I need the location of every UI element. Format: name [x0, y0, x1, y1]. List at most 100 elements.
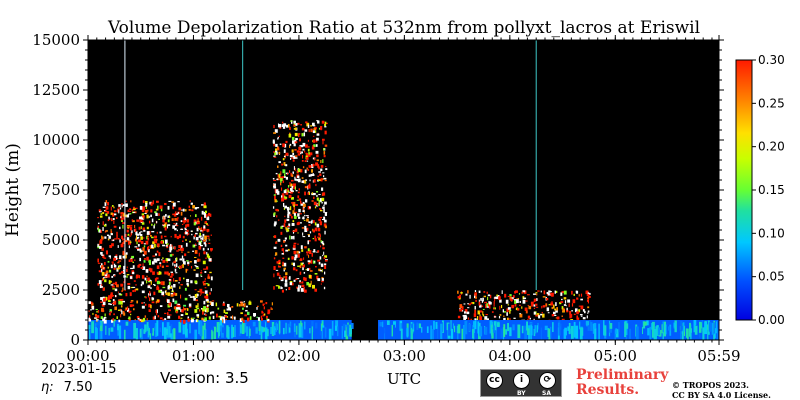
x-tick-label: 00:00: [66, 347, 109, 365]
depol-speck: [289, 235, 291, 240]
depol-speck: [143, 229, 146, 232]
depol-speck: [117, 238, 120, 240]
depol-speck: [208, 316, 211, 320]
depol-speck: [292, 171, 295, 174]
depol-speck: [141, 241, 143, 244]
depol-speck: [661, 324, 663, 334]
depol-speck: [275, 242, 278, 244]
depol-speck: [311, 326, 313, 340]
depol-speck: [281, 225, 284, 227]
depol-speck: [308, 224, 311, 226]
depol-speck: [122, 224, 124, 229]
depol-speck: [276, 146, 279, 150]
depol-speck: [137, 243, 140, 247]
depol-speck: [533, 311, 536, 315]
depol-speck: [131, 304, 135, 307]
depol-speck: [287, 190, 290, 193]
depol-speck: [318, 171, 321, 173]
depol-speck: [285, 249, 289, 252]
depol-speck: [448, 323, 451, 336]
depol-speck: [118, 293, 121, 295]
depol-speck: [180, 247, 184, 252]
depol-speck: [303, 286, 305, 290]
depol-speck: [320, 245, 322, 248]
depol-speck: [204, 317, 207, 322]
depol-speck: [113, 313, 115, 316]
copyright-notice: © TROPOS 2023. CC BY SA 4.0 License.: [672, 380, 771, 400]
colorbar-ticks: 0.000.050.100.150.200.250.30: [752, 53, 785, 327]
depol-speck: [171, 273, 174, 276]
depol-speck: [297, 178, 301, 183]
depol-speck: [318, 268, 321, 272]
depol-speck: [303, 150, 306, 153]
depol-speck: [318, 203, 320, 207]
depol-speck: [164, 226, 167, 231]
depol-speck: [104, 210, 108, 213]
depol-speck: [324, 263, 327, 266]
depol-speck: [282, 126, 286, 129]
depol-speck: [295, 269, 298, 272]
depol-speck: [270, 326, 272, 335]
depol-speck: [132, 290, 135, 293]
depol-speck: [540, 313, 543, 316]
depol-speck: [298, 198, 302, 201]
depol-speck: [536, 325, 538, 333]
depol-speck: [647, 328, 650, 336]
depol-speck: [110, 206, 112, 211]
depol-speck: [180, 209, 183, 211]
depol-speck: [302, 166, 305, 169]
depol-speck: [308, 234, 310, 237]
depol-speck: [245, 309, 248, 312]
depol-speck: [509, 296, 512, 300]
depol-speck: [300, 320, 302, 328]
depol-speck: [102, 247, 104, 251]
depol-speck: [203, 239, 206, 242]
depol-speck: [190, 317, 193, 320]
depol-speck: [540, 290, 542, 293]
depol-speck: [216, 313, 218, 318]
depol-speck: [205, 257, 207, 260]
depol-speck: [204, 313, 206, 316]
depol-speck: [154, 278, 157, 282]
depol-speck: [150, 214, 152, 218]
depol-speck: [126, 275, 128, 278]
depol-speck: [256, 316, 259, 318]
depol-speck: [219, 320, 223, 328]
depol-speck: [187, 264, 189, 266]
depol-speck: [109, 309, 112, 312]
depol-speck: [196, 307, 200, 310]
depol-speck: [280, 187, 283, 191]
depol-speck: [211, 300, 215, 302]
depol-speck: [665, 324, 667, 335]
depol-speck: [146, 322, 149, 331]
depol-speck: [203, 202, 206, 206]
depol-speck: [212, 315, 215, 319]
x-tick-label: 01:00: [172, 347, 215, 365]
depol-speck: [277, 136, 279, 139]
depol-speck: [275, 240, 277, 244]
depol-speck: [206, 214, 208, 218]
depol-speck: [183, 277, 185, 280]
depol-speck: [497, 322, 500, 328]
depol-speck: [99, 284, 102, 289]
depol-speck: [197, 316, 199, 318]
depol-speck: [201, 210, 204, 215]
depol-speck: [156, 271, 159, 275]
depol-speck: [310, 173, 312, 177]
depol-speck: [440, 323, 443, 339]
depol-speck: [170, 294, 174, 297]
depol-speck: [170, 235, 172, 238]
depol-speck: [246, 317, 250, 322]
depol-speck: [485, 314, 488, 316]
depol-speck: [479, 316, 483, 321]
depol-speck: [104, 202, 107, 206]
depol-speck: [285, 288, 287, 291]
depol-speck: [293, 279, 296, 282]
depol-speck: [205, 295, 209, 300]
depol-speck: [151, 301, 155, 304]
depol-speck: [318, 199, 321, 204]
depol-speck: [131, 219, 134, 222]
depol-speck: [105, 276, 107, 278]
depol-speck: [561, 318, 565, 320]
depol-speck: [128, 259, 131, 263]
